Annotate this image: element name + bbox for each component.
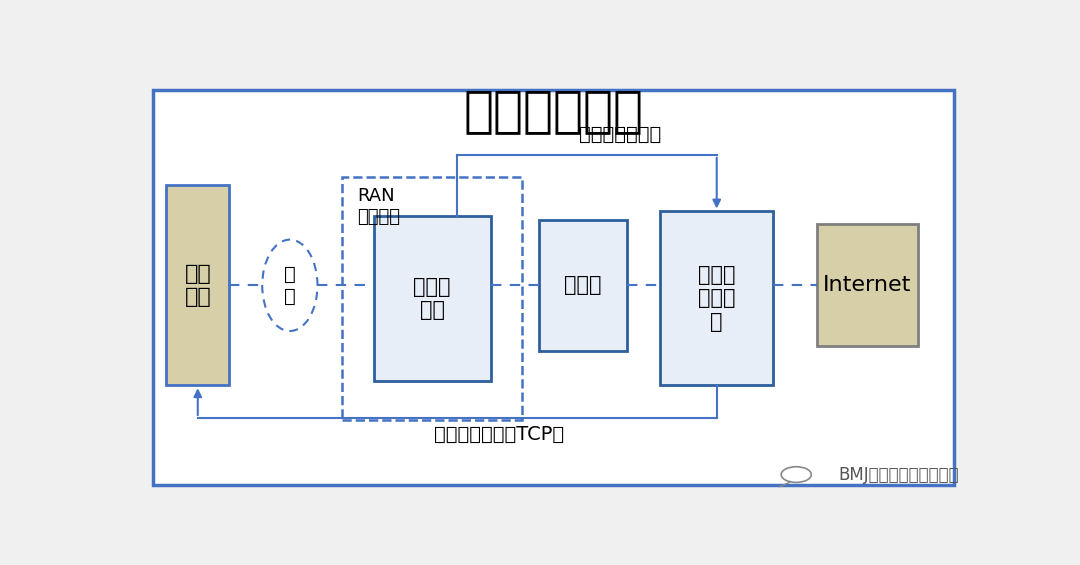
Bar [166,185,229,385]
Text: 核心网: 核心网 [564,275,602,295]
Text: BMJ分布式存储研发中心: BMJ分布式存储研发中心 [838,466,959,484]
Text: Internet: Internet [823,275,912,295]
Bar [660,211,773,385]
Text: 基于吞吐信息的TCP流: 基于吞吐信息的TCP流 [434,424,564,444]
Text: 基
站: 基 站 [284,265,296,306]
Bar [374,216,490,381]
Ellipse shape [262,240,318,331]
Text: RAN
分析软件: RAN 分析软件 [356,188,400,226]
Bar [539,220,626,350]
Text: 手机
终端: 手机 终端 [185,264,212,307]
Bar [818,224,918,346]
Text: 边缘服
务器: 边缘服 务器 [414,277,450,320]
Text: 移动吞吐量信息: 移动吞吐量信息 [579,125,662,144]
Text: 智能视频加速: 智能视频加速 [463,88,644,135]
Bar [342,176,522,420]
Text: 视频内
容服务
器: 视频内 容服务 器 [698,265,735,332]
